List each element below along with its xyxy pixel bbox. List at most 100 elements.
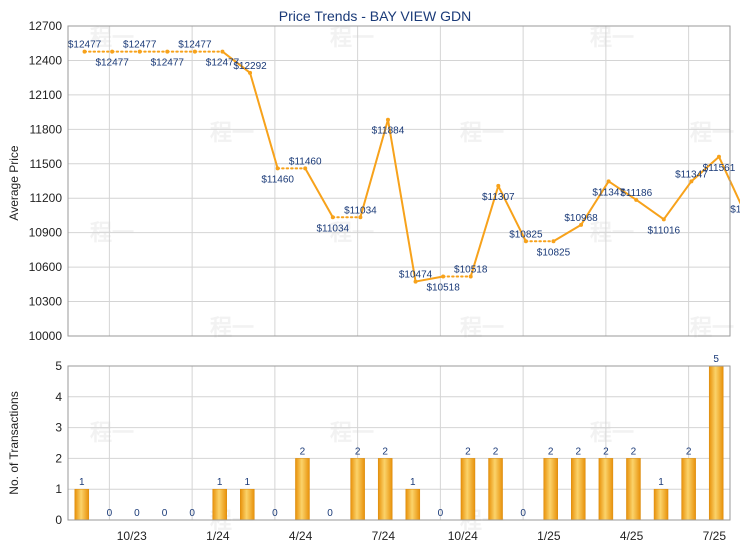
transaction-bar-label: 1 [79, 477, 85, 488]
price-point [551, 239, 556, 244]
transaction-bar [543, 458, 558, 521]
transaction-bar-label: 0 [520, 508, 526, 519]
price-point [413, 279, 418, 284]
price-y-tick-label: 10300 [29, 295, 63, 309]
price-point [661, 217, 666, 222]
price-data-label: $11016 [647, 225, 680, 236]
transaction-bar [681, 458, 696, 521]
transaction-bar-label: 0 [162, 508, 168, 519]
price-line-segment [304, 167, 334, 219]
transaction-bar-label: 0 [134, 508, 140, 519]
transaction-bar [708, 365, 724, 521]
price-y-tick-label: 12100 [29, 88, 63, 102]
x-tick-label: 4/25 [620, 529, 644, 543]
price-point [82, 49, 87, 54]
transactions-bar-labels: 1 0 0 0 0 1 1 0 2 0 2 2 1 0 2 2 0 2 2 2 2 1 2 5 [79, 354, 719, 519]
transaction-bar [488, 458, 503, 521]
price-data-label: $12477 [206, 58, 240, 69]
price-line-segment [580, 180, 610, 226]
transaction-bar [626, 458, 641, 521]
price-data-label: $11561 [703, 163, 736, 174]
price-y-tick-label: 10600 [29, 260, 63, 274]
watermark-mark: 程一 [210, 120, 254, 145]
price-point [441, 274, 446, 279]
watermark-mark: 程一 [460, 120, 504, 145]
plot-frames [67, 25, 731, 521]
x-tick-label: 4/24 [289, 529, 313, 543]
price-y-tick-label: 12700 [29, 19, 63, 33]
price-point [275, 166, 280, 171]
price-data-label: $11034 [344, 205, 377, 216]
price-line-segment [497, 184, 527, 243]
price-point [385, 117, 390, 122]
price-line-segment [359, 118, 389, 219]
x-tick-label: 10/23 [117, 529, 147, 543]
transaction-bar-label: 1 [245, 477, 251, 488]
chart-title: Price Trends - BAY VIEW GDN [279, 8, 471, 24]
price-data-label: $11884 [372, 126, 405, 137]
price-line-segment [635, 198, 665, 221]
price-point [468, 274, 473, 279]
price-data-label: $10474 [399, 270, 433, 281]
transaction-bar-label: 2 [493, 446, 499, 457]
transaction-bar-label: 2 [355, 446, 361, 457]
price-data-label: $12477 [178, 40, 212, 51]
transactions-y-tick-label: 0 [55, 513, 62, 527]
price-point [523, 239, 528, 244]
price-point [634, 197, 639, 202]
transactions-plot-frame [67, 365, 731, 521]
transaction-bar [598, 458, 614, 521]
watermark-mark: 程一 [330, 420, 374, 445]
price-point [110, 49, 115, 54]
watermark-mark: 程一 [590, 420, 634, 445]
price-point [330, 215, 335, 220]
x-axis-ticks: 10/23 1/24 4/24 7/24 10/24 1/25 4/25 7/25 [117, 529, 727, 543]
transaction-bar-label: 0 [272, 508, 278, 519]
price-line-segment [717, 155, 740, 205]
price-line-segment [469, 184, 500, 278]
transaction-bar-label: 2 [603, 446, 609, 457]
price-point [496, 183, 501, 188]
price-point [192, 49, 197, 54]
price-y-tick-label: 10900 [29, 226, 63, 240]
transaction-bar-label: 0 [107, 508, 113, 519]
price-line-segment [552, 223, 583, 243]
transaction-bar [460, 458, 476, 521]
price-data-label: $11347 [592, 187, 625, 198]
x-tick-label: 7/25 [703, 529, 727, 543]
price-y-tick-label: 11800 [30, 122, 63, 136]
price-data-label: $11186 [620, 188, 652, 199]
price-data-label: $12477 [95, 58, 129, 69]
transaction-bar [571, 458, 586, 521]
watermark-mark: 程一 [330, 25, 374, 50]
transactions-y-tick-label: 2 [55, 451, 62, 465]
transaction-bar-label: 2 [686, 446, 692, 457]
transactions-y-tick-label: 5 [55, 359, 62, 373]
price-y-tick-label: 11500 [30, 157, 63, 171]
transactions-y-axis-ticks: 0 1 2 3 4 5 [55, 359, 62, 527]
price-data-label: $12477 [123, 40, 157, 51]
x-tick-label: 10/24 [448, 529, 478, 543]
watermark-mark: 程一 [90, 420, 134, 445]
price-point [137, 49, 142, 54]
price-line-segment [386, 118, 417, 283]
price-line-segment [414, 275, 445, 283]
price-plot-frame [67, 25, 731, 337]
price-line-segment [249, 71, 279, 170]
transaction-bar [653, 488, 669, 521]
transaction-bar [212, 488, 227, 521]
x-tick-label: 1/24 [206, 529, 230, 543]
price-data-labels: $12477$12477$12477$12477$12477$12477$122… [68, 40, 740, 294]
price-data-label: $10518 [454, 265, 488, 276]
price-data-label: $10968 [564, 213, 598, 224]
transaction-bar-label: 2 [300, 446, 306, 457]
x-tick-label: 7/24 [372, 529, 396, 543]
price-data-label: $10825 [509, 229, 543, 240]
transaction-bar-label: 1 [658, 477, 664, 488]
price-data-label: $10825 [537, 247, 571, 258]
price-data-label: $11347 [675, 169, 708, 180]
transactions-y-axis-label: No. of Transactions [7, 391, 21, 494]
transaction-bar-label: 0 [189, 508, 195, 519]
transaction-bar-label: 2 [631, 446, 637, 457]
